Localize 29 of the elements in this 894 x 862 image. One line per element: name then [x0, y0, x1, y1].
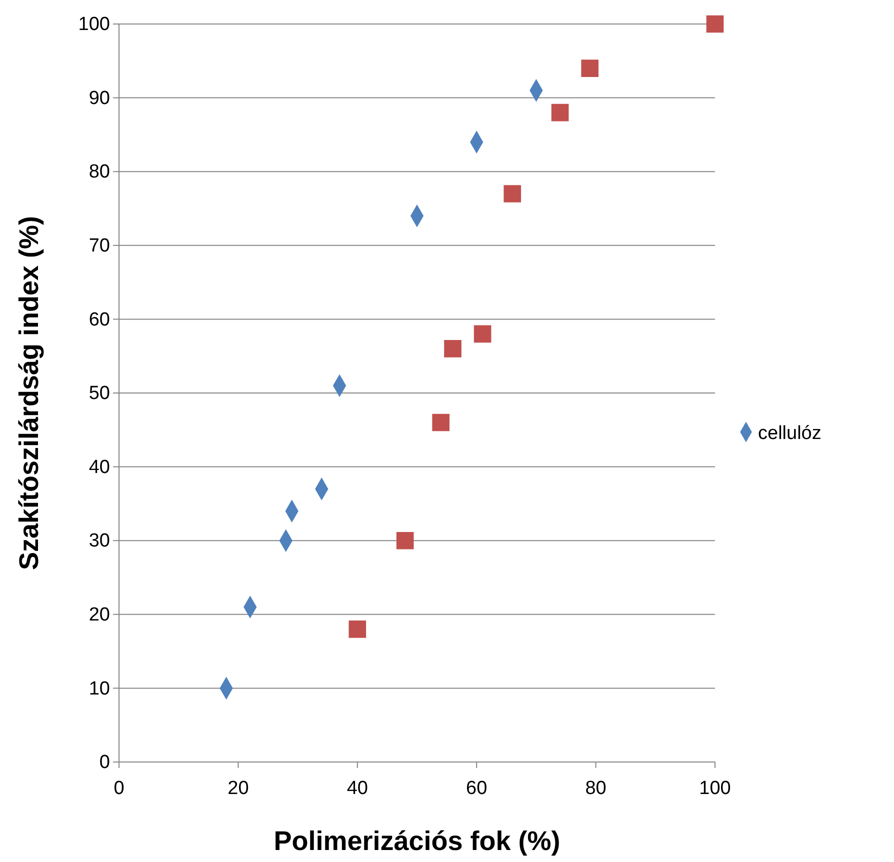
x-axis-title: Polimerizációs fok (%): [274, 826, 560, 856]
point: [348, 620, 366, 638]
x-tick-label: 20: [228, 778, 249, 799]
y-axis-title: Szakítószilárdság index (%): [14, 216, 44, 570]
y-tick-label: 20: [88, 604, 110, 626]
x-tick-label: 40: [346, 778, 368, 799]
point: [432, 414, 450, 432]
y-tick-label: 40: [88, 456, 110, 478]
y-tick-label: 70: [88, 235, 110, 256]
y-tick-label: 80: [88, 162, 110, 183]
x-tick-label: 100: [699, 778, 731, 799]
point: [474, 325, 492, 343]
y-tick-label: 10: [88, 678, 110, 700]
y-tick-label: 30: [88, 530, 110, 552]
x-tick-label: 60: [466, 778, 488, 799]
y-tick-label: 90: [88, 88, 110, 109]
x-tick-label: 80: [585, 778, 606, 799]
point: [706, 15, 724, 33]
point: [504, 185, 522, 202]
x-tick-label: 0: [114, 778, 124, 799]
legend-label: cellulóz: [758, 423, 822, 444]
y-tick-label: 60: [88, 309, 110, 330]
point: [551, 104, 569, 122]
y-tick-label: 0: [99, 752, 110, 774]
point: [581, 60, 598, 77]
point: [396, 532, 414, 550]
y-tick-label: 100: [78, 14, 110, 36]
y-tick-label: 50: [88, 383, 110, 404]
point: [444, 340, 462, 358]
